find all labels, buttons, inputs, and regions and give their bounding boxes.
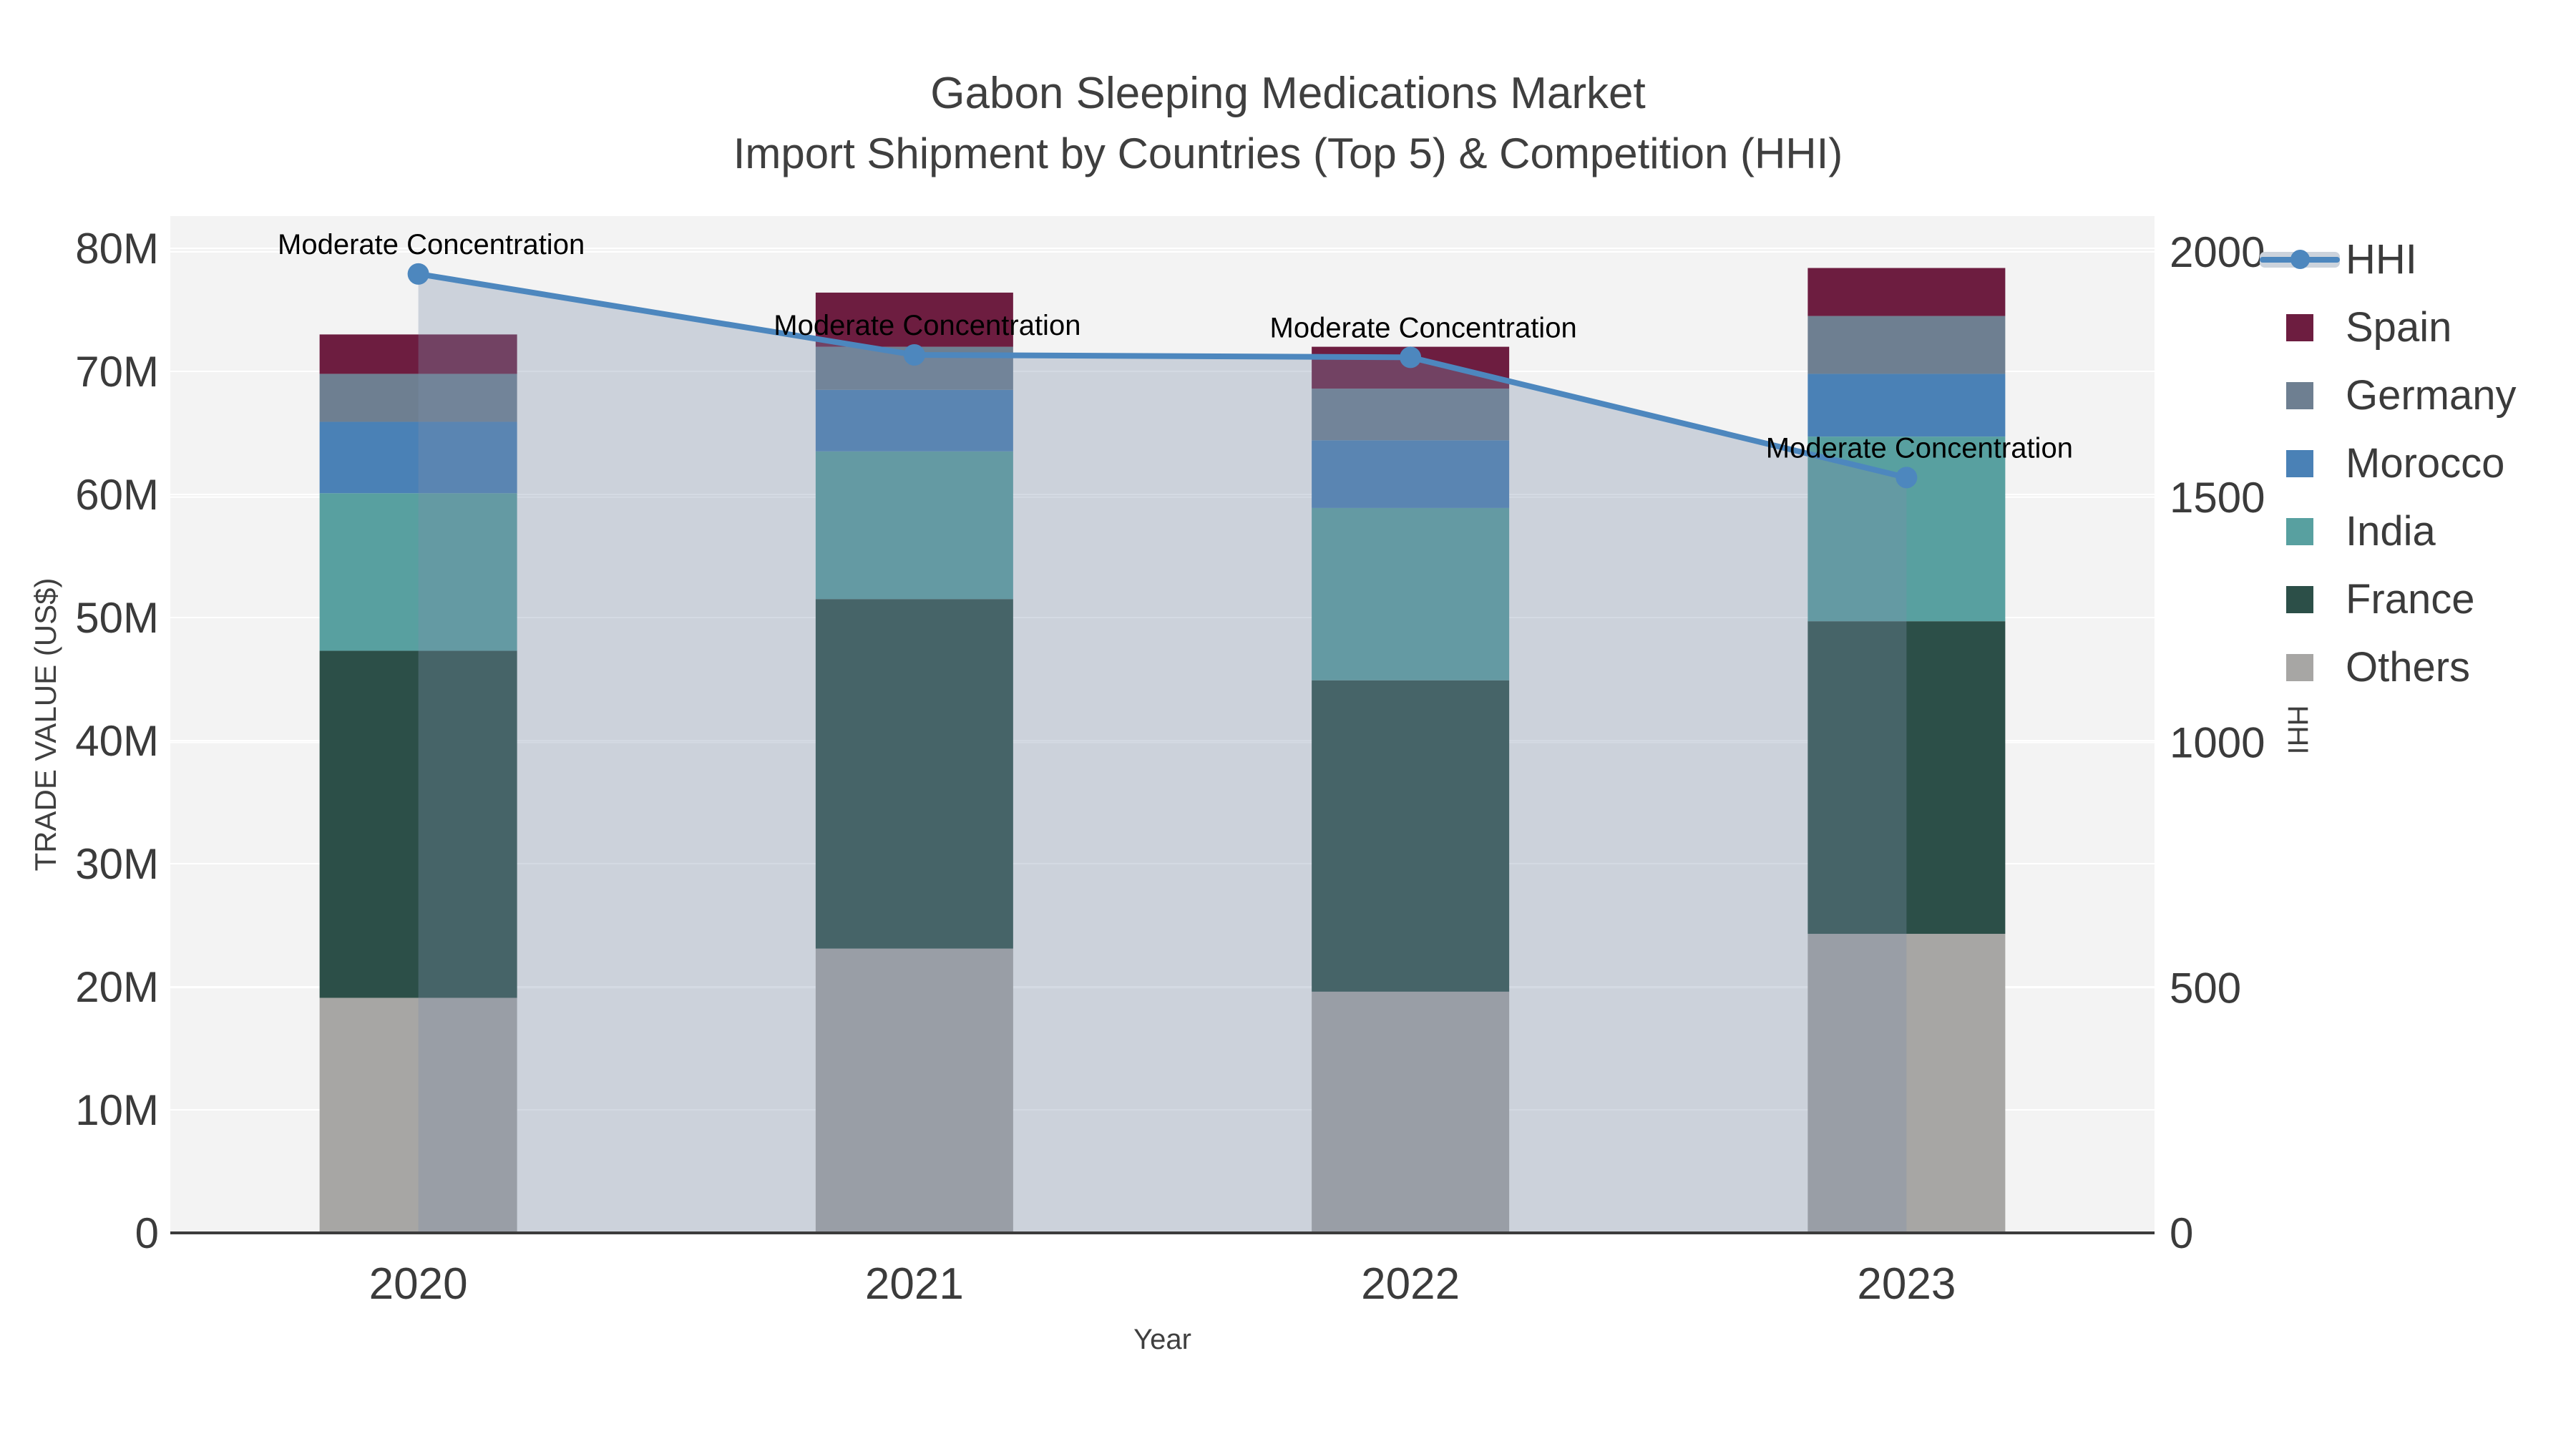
x-axis-category-label: 2020 xyxy=(369,1259,468,1309)
bar-segment-france-2021[interactable] xyxy=(815,599,1013,949)
hhi-marker-2020[interactable] xyxy=(407,263,429,285)
bar-segment-others-2021[interactable] xyxy=(815,948,1013,1233)
color-swatch-india xyxy=(2286,517,2313,545)
bar-segment-morocco-2022[interactable] xyxy=(1312,440,1510,508)
bar-segment-spain-2020[interactable] xyxy=(319,334,517,374)
bar-segment-france-2020[interactable] xyxy=(319,650,517,998)
left-axis-tick-label: 80M xyxy=(75,225,159,273)
left-axis-tick-label: 10M xyxy=(75,1086,159,1134)
bar-segment-india-2022[interactable] xyxy=(1312,507,1510,680)
annotation-moderate-concentration: Moderate Concentration xyxy=(278,229,585,260)
legend-swatch-cell xyxy=(2260,653,2340,681)
legend-swatch-cell xyxy=(2260,381,2340,409)
annotation-moderate-concentration: Moderate Concentration xyxy=(774,310,1080,341)
bar-segment-india-2021[interactable] xyxy=(815,451,1013,600)
bar-segment-france-2022[interactable] xyxy=(1312,680,1510,992)
bar-segment-germany-2022[interactable] xyxy=(1312,389,1510,441)
x-axis-category-label: 2021 xyxy=(865,1259,964,1309)
legend-swatch-cell xyxy=(2260,449,2340,477)
legend-label: Morocco xyxy=(2346,440,2505,487)
hhi-marker-glyph xyxy=(2290,249,2310,269)
bar-segment-others-2022[interactable] xyxy=(1312,991,1510,1233)
left-axis-tick-label: 0 xyxy=(135,1209,159,1257)
right-axis-tick-label: 1500 xyxy=(2170,474,2265,522)
legend-item-india[interactable]: India xyxy=(2260,497,2517,565)
bar-segment-france-2023[interactable] xyxy=(1807,621,2006,935)
color-swatch-others xyxy=(2286,653,2313,681)
chart-title: Gabon Sleeping Medications Market xyxy=(930,69,1646,118)
hhi-marker-2022[interactable] xyxy=(1400,346,1422,369)
color-swatch-france xyxy=(2286,585,2313,613)
bar-segment-spain-2021[interactable] xyxy=(815,292,1013,347)
legend-item-germany[interactable]: Germany xyxy=(2260,361,2517,429)
left-axis-title: TRADE VALUE (US$) xyxy=(29,578,62,872)
bar-segment-germany-2023[interactable] xyxy=(1807,316,2006,374)
bar-segment-others-2023[interactable] xyxy=(1807,934,2006,1233)
legend-swatch-cell xyxy=(2260,517,2340,545)
bar-segment-spain-2023[interactable] xyxy=(1807,268,2006,316)
annotation-moderate-concentration: Moderate Concentration xyxy=(1766,432,2073,464)
legend-label: Others xyxy=(2346,644,2471,691)
legend-item-hhi[interactable]: HHI xyxy=(2260,225,2517,293)
hhi-marker-2023[interactable] xyxy=(1896,467,1918,489)
legend-item-spain[interactable]: Spain xyxy=(2260,293,2517,361)
bar-segment-morocco-2023[interactable] xyxy=(1807,374,2006,437)
legend-label: Germany xyxy=(2346,372,2517,419)
hhi-line-legend-icon xyxy=(2260,249,2340,269)
hhi-marker-2021[interactable] xyxy=(903,343,925,366)
hhi-fill-area xyxy=(418,273,1907,1233)
chart-subtitle: Import Shipment by Countries (Top 5) & C… xyxy=(733,130,1843,177)
right-axis-tick-label: 500 xyxy=(2170,964,2241,1012)
left-axis-tick-label: 20M xyxy=(75,963,159,1011)
legend-label: HHI xyxy=(2346,236,2417,283)
x-axis-category-label: 2022 xyxy=(1361,1259,1460,1309)
legend-swatch-cell xyxy=(2260,585,2340,613)
left-axis-tick-label: 60M xyxy=(75,471,159,519)
left-axis-tick-label: 50M xyxy=(75,594,159,642)
right-axis-tick-label: 2000 xyxy=(2170,228,2265,276)
legend-item-morocco[interactable]: Morocco xyxy=(2260,429,2517,497)
bar-segment-morocco-2021[interactable] xyxy=(815,389,1013,452)
legend-item-france[interactable]: France xyxy=(2260,565,2517,633)
color-swatch-spain xyxy=(2286,313,2313,341)
bar-segment-india-2020[interactable] xyxy=(319,493,517,651)
x-axis-title: Year xyxy=(1133,1324,1191,1355)
left-axis-tick-label: 30M xyxy=(75,840,159,888)
legend-item-others[interactable]: Others xyxy=(2260,633,2517,701)
right-axis-tick-label: 0 xyxy=(2170,1209,2193,1257)
legend-label: France xyxy=(2346,576,2475,623)
bar-segment-morocco-2020[interactable] xyxy=(319,421,517,494)
hhi-line xyxy=(417,270,1908,481)
color-swatch-germany xyxy=(2286,381,2313,409)
legend: HHI Spain Germany Morocco India France Others xyxy=(2260,225,2517,701)
right-axis-title: HHI xyxy=(2282,706,2313,755)
bar-segment-germany-2020[interactable] xyxy=(319,374,517,422)
annotation-moderate-concentration: Moderate Concentration xyxy=(1270,312,1577,343)
color-swatch-morocco xyxy=(2286,449,2313,477)
right-axis-tick-label: 1000 xyxy=(2170,719,2265,767)
legend-label: India xyxy=(2346,508,2436,555)
x-axis-category-label: 2023 xyxy=(1857,1259,1956,1309)
left-axis-tick-label: 70M xyxy=(75,348,159,396)
legend-label: Spain xyxy=(2346,304,2452,351)
legend-swatch-cell xyxy=(2260,313,2340,341)
hhi-fill-swatch xyxy=(2260,249,2340,269)
bar-segment-others-2020[interactable] xyxy=(319,997,517,1233)
left-axis-tick-label: 40M xyxy=(75,717,159,765)
